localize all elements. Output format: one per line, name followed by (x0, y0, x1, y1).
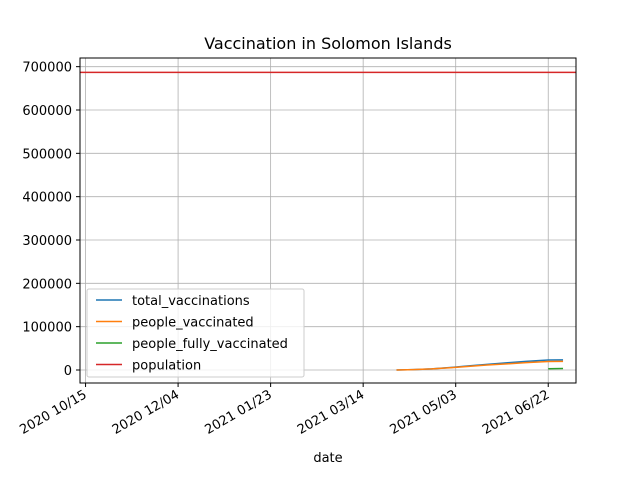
y-tick-label: 100000 (22, 321, 72, 336)
plot-area (80, 71, 576, 371)
legend-label: people_vaccinated (132, 316, 254, 331)
series-line-people-vaccinated (396, 360, 564, 371)
y-tick-label: 300000 (22, 234, 72, 249)
legend-box (86, 288, 305, 378)
legend-label: total_vaccinations (132, 294, 250, 309)
x-axis-label: date (313, 451, 342, 466)
legend: total_vaccinations people_vaccinatedpeopl… (86, 288, 305, 378)
y-tick-label: 700000 (22, 61, 72, 76)
y-tick-label: 0 (64, 364, 72, 379)
legend-label: people_fully_vaccinated (132, 337, 288, 352)
y-tick-label: 200000 (22, 277, 72, 292)
chart-title: Vaccination in Solomon Islands (204, 34, 452, 53)
y-tick-label: 500000 (22, 147, 72, 162)
y-tick-label: 400000 (22, 191, 72, 206)
plot-frame (79, 57, 577, 384)
legend-label: population (132, 359, 201, 374)
y-tick-label: 600000 (22, 104, 72, 119)
